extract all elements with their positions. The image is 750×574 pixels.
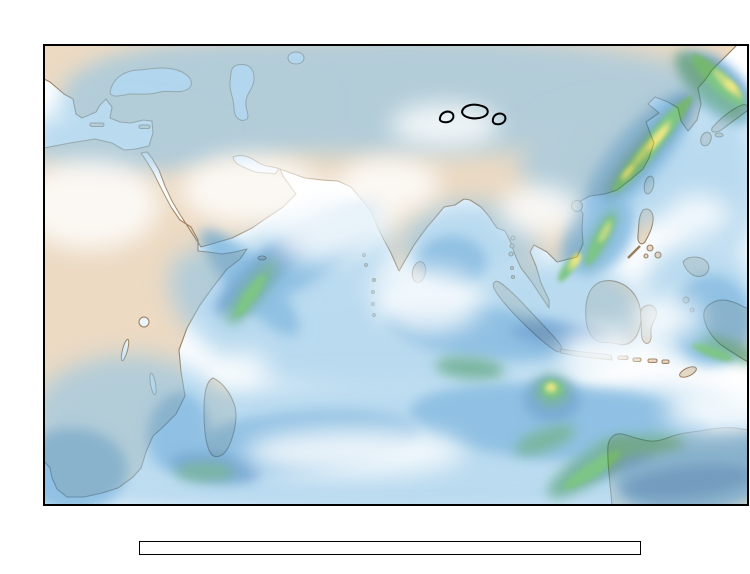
colorbar xyxy=(139,541,641,555)
orography-contours xyxy=(438,103,507,126)
visayas-1 xyxy=(646,244,654,252)
map-interior xyxy=(44,45,748,505)
palawan xyxy=(627,245,641,259)
lesser-sunda-4 xyxy=(661,359,670,364)
calm-areas xyxy=(44,103,748,476)
timor xyxy=(679,366,697,378)
map-frame xyxy=(43,44,749,506)
visayas-3 xyxy=(643,253,649,259)
lake-victoria xyxy=(138,316,150,328)
lesser-sunda-3 xyxy=(647,358,658,363)
